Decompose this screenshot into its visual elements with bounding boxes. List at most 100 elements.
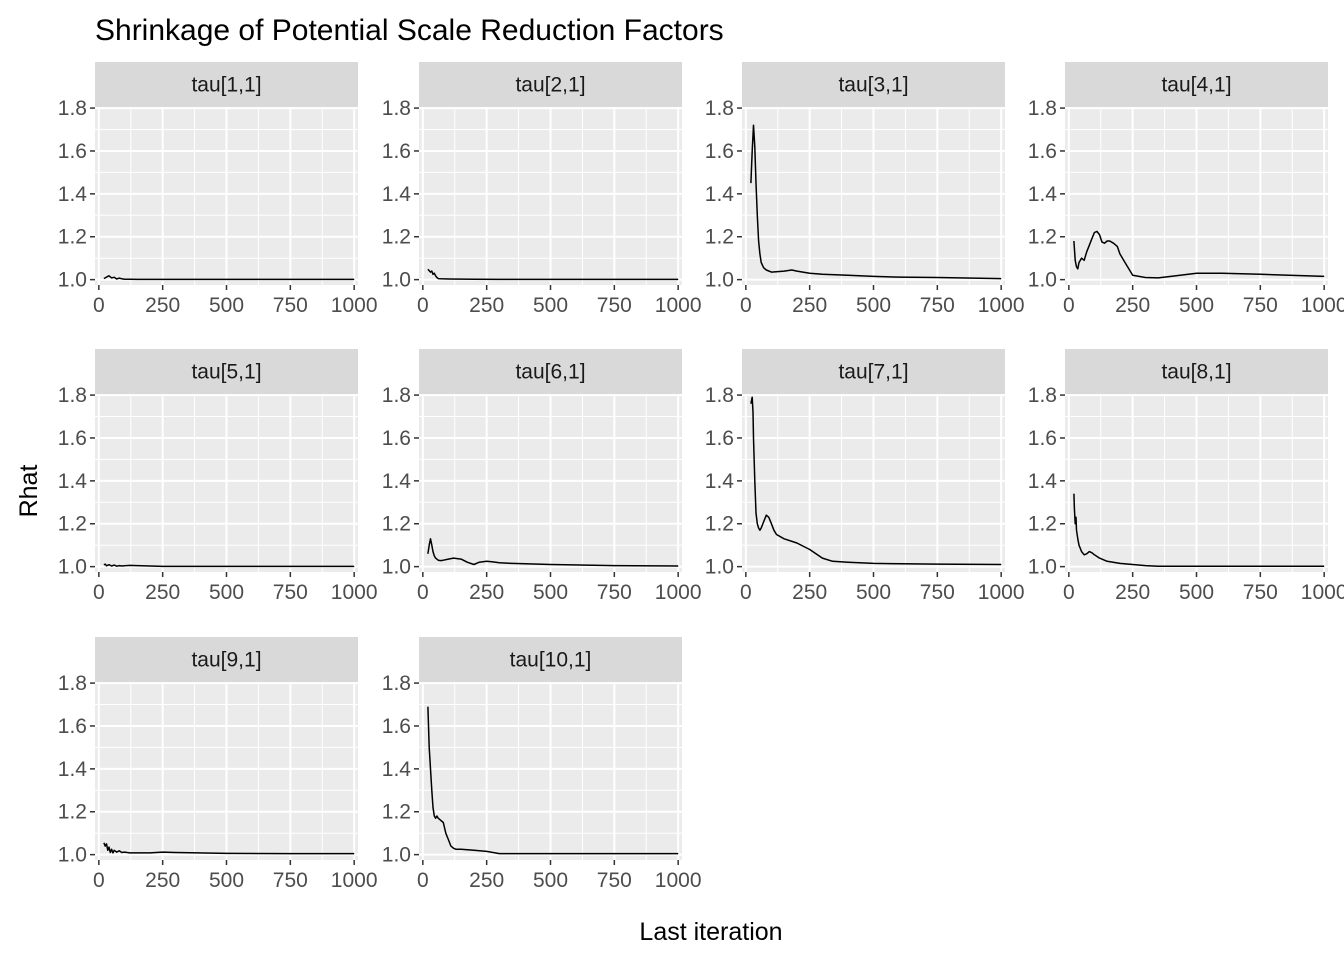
y-tick-label: 1.2 <box>1028 226 1057 249</box>
x-tick-label: 750 <box>920 294 955 317</box>
facet-panels: tau[1,1]1.01.21.41.61.80 250 500 750 1000tau… <box>58 62 1344 892</box>
facet-panel: tau[4,1] 1.0 1.2 1.4 1.6 1.8 0 250 500 750 1000 <box>1028 62 1344 317</box>
facet-panel: tau[8,1] 1.0 1.2 1.4 1.6 1.8 0 250 500 750 1000 <box>1028 349 1344 604</box>
x-tick-label: 0 <box>417 294 429 317</box>
rhat-series-line <box>750 396 1002 566</box>
rhat-series-line <box>427 268 679 281</box>
y-tick-label: 1.6 <box>705 140 734 163</box>
y-tick-label: 1.8 <box>382 384 411 407</box>
x-tick-label: 750 <box>920 581 955 604</box>
y-tick-label: 1.0 <box>58 844 87 867</box>
x-tick-label: 500 <box>533 869 568 892</box>
x-tick-label: 0 <box>93 294 105 317</box>
facet-panel: tau[9,1] 1.0 1.2 1.4 1.6 1.8 0 250 500 750 1000 <box>58 637 378 892</box>
facet-strip <box>419 62 682 107</box>
y-tick-label: 1.2 <box>705 226 734 249</box>
x-tick-label: 1000 <box>331 294 378 317</box>
y-tick-label: 1.4 <box>1028 470 1058 493</box>
facet-strip-label: tau[6,1] <box>515 361 585 384</box>
x-tick-label: 1000 <box>1301 581 1344 604</box>
y-tick-label: 1.8 <box>58 384 87 407</box>
y-tick-label: 1.2 <box>382 226 411 249</box>
y-tick-label: 1.4 <box>58 183 88 206</box>
x-tick-label: 500 <box>1179 581 1214 604</box>
y-axis-title: Rhat <box>15 465 43 518</box>
y-tick-label: 1.8 <box>58 672 87 695</box>
x-tick-label: 750 <box>597 581 632 604</box>
y-tick-label: 1.6 <box>382 140 411 163</box>
x-tick-label: 1000 <box>655 869 702 892</box>
facet-strip <box>419 349 682 394</box>
y-tick-label: 1.6 <box>58 427 87 450</box>
facet-panel: tau[10,1] 1.0 1.2 1.4 1.6 1.8 0 250 500 750 1000 <box>382 637 702 892</box>
y-tick-label: 1.4 <box>705 183 735 206</box>
x-tick-label: 0 <box>1063 294 1075 317</box>
facet-strip <box>1065 62 1328 107</box>
y-tick-label: 1.8 <box>705 97 734 120</box>
y-tick-label: 1.2 <box>382 513 411 536</box>
x-tick-label: 250 <box>145 581 180 604</box>
y-tick-label: 1.4 <box>382 758 412 781</box>
y-tick-label: 1.4 <box>382 470 412 493</box>
facet-strip <box>95 637 358 682</box>
facet-strip <box>742 349 1005 394</box>
facet-strip-label: tau[2,1] <box>515 74 585 97</box>
y-tick-label: 1.6 <box>58 140 87 163</box>
facet-strip <box>1065 349 1328 394</box>
y-tick-label: 1.4 <box>58 470 88 493</box>
y-tick-label: 1.8 <box>382 97 411 120</box>
x-tick-label: 500 <box>856 294 891 317</box>
x-tick-label: 750 <box>597 294 632 317</box>
y-tick-label: 1.0 <box>1028 556 1057 579</box>
facet-strip-label: tau[9,1] <box>191 649 261 672</box>
rhat-series-line <box>103 842 355 855</box>
y-tick-label: 1.6 <box>705 427 734 450</box>
x-tick-label: 500 <box>209 581 244 604</box>
x-tick-label: 1000 <box>978 294 1025 317</box>
x-tick-label: 1000 <box>655 294 702 317</box>
facet-panel: tau[1,1] 1.0 1.2 1.4 1.6 1.8 0 250 500 750 1000 <box>58 62 378 317</box>
y-tick-label: 1.4 <box>382 183 412 206</box>
facet-panel: tau[6,1] 1.0 1.2 1.4 1.6 1.8 0 250 500 750 1000 <box>382 349 702 604</box>
rhat-series-line <box>427 538 679 567</box>
y-tick-label: 1.4 <box>58 758 88 781</box>
rhat-series-line <box>1073 230 1325 279</box>
x-tick-label: 1000 <box>1301 294 1344 317</box>
facet-panel: tau[3,1] 1.0 1.2 1.4 1.6 1.8 0 250 500 750 1000 <box>705 62 1025 317</box>
facet-strip-label: tau[7,1] <box>838 361 908 384</box>
rhat-series-line <box>1073 493 1325 567</box>
y-tick-label: 1.8 <box>58 97 87 120</box>
y-tick-label: 1.0 <box>1028 269 1057 292</box>
rhat-series-line <box>103 275 355 281</box>
y-tick-label: 1.8 <box>705 384 734 407</box>
y-tick-label: 1.2 <box>58 513 87 536</box>
y-tick-label: 1.2 <box>58 801 87 824</box>
y-tick-label: 1.8 <box>1028 384 1057 407</box>
x-tick-label: 750 <box>273 869 308 892</box>
x-tick-label: 0 <box>740 581 752 604</box>
facet-panel: tau[7,1] 1.0 1.2 1.4 1.6 1.8 0 250 500 750 1000 <box>705 349 1025 604</box>
y-tick-label: 1.6 <box>382 427 411 450</box>
x-tick-label: 500 <box>533 294 568 317</box>
x-tick-label: 0 <box>1063 581 1075 604</box>
x-tick-label: 0 <box>93 869 105 892</box>
y-tick-label: 1.4 <box>705 470 735 493</box>
facet-strip-label: tau[5,1] <box>191 361 261 384</box>
y-tick-label: 1.2 <box>382 801 411 824</box>
y-tick-label: 1.6 <box>1028 140 1057 163</box>
x-tick-label: 750 <box>597 869 632 892</box>
y-tick-label: 1.0 <box>705 269 734 292</box>
facet-strip <box>95 62 358 107</box>
x-tick-label: 250 <box>145 294 180 317</box>
x-tick-label: 250 <box>792 581 827 604</box>
y-tick-label: 1.0 <box>705 556 734 579</box>
x-tick-label: 0 <box>740 294 752 317</box>
facet-strip <box>742 62 1005 107</box>
x-tick-label: 0 <box>93 581 105 604</box>
x-tick-label: 500 <box>209 869 244 892</box>
rhat-series-line <box>103 563 355 568</box>
y-tick-label: 1.0 <box>382 269 411 292</box>
facet-panel: tau[2,1] 1.0 1.2 1.4 1.6 1.8 0 250 500 750 1000 <box>382 62 702 317</box>
x-tick-label: 250 <box>469 581 504 604</box>
